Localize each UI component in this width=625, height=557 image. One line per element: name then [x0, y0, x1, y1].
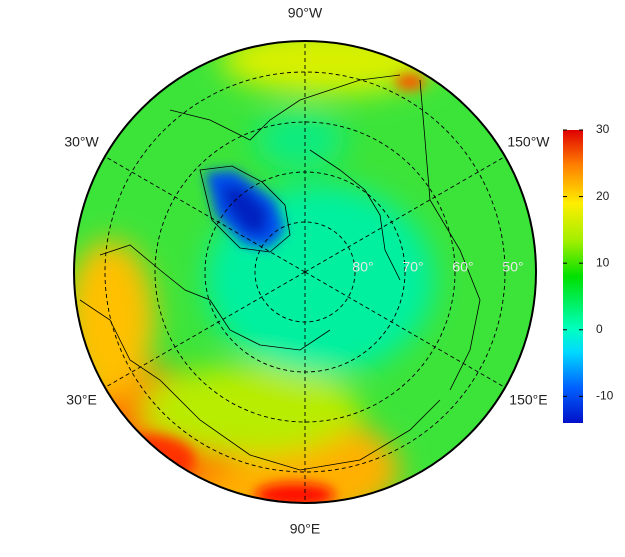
longitude-label: 150°E [509, 392, 547, 408]
colorbar-tick-label: 0 [596, 322, 603, 336]
longitude-line [104, 156, 306, 273]
latitude-label: 70° [402, 259, 423, 275]
latitude-line [154, 121, 456, 423]
longitude-line [104, 271, 306, 388]
longitude-label: 30°E [66, 392, 97, 408]
colorbar-tick-label: 20 [596, 189, 610, 203]
longitude-label: 90°W [288, 5, 323, 21]
colorbar [563, 130, 583, 423]
latitude-label: 50° [502, 259, 523, 275]
longitude-line [304, 156, 506, 273]
longitude-line [304, 271, 506, 388]
coastlines [79, 74, 481, 471]
colorbar-tick-label: -10 [596, 389, 614, 403]
temperature-field [74, 41, 536, 503]
latitude-line [104, 71, 506, 473]
colorbar-tick-label: 10 [596, 255, 610, 269]
graticule [104, 41, 506, 503]
colorbar-tick-label: 30 [596, 122, 610, 136]
latitude-label: 60° [452, 259, 473, 275]
latitude-label: 80° [352, 259, 373, 275]
map-border [73, 40, 537, 504]
longitude-label: 30°W [64, 134, 99, 150]
longitude-label: 90°E [290, 521, 321, 537]
longitude-label: 150°W [507, 134, 550, 150]
